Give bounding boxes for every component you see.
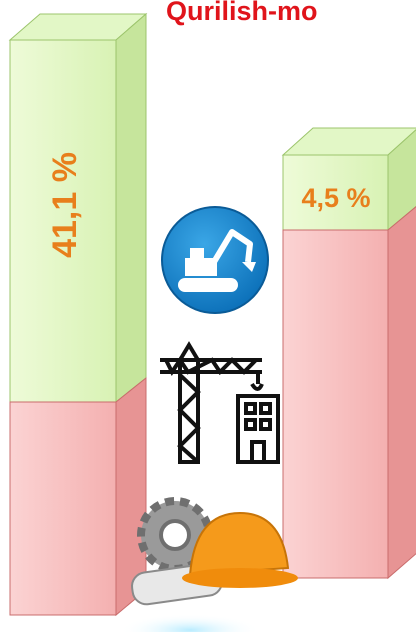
crane-icon (160, 341, 280, 464)
tools-icon (131, 497, 298, 606)
bar-left: 41,1 % (8, 12, 148, 617)
bar-label: 41,1 % (46, 152, 84, 258)
bar-right: 4,5 % (281, 127, 416, 580)
excavator-icon (161, 206, 269, 314)
title: Qurilish-mo (166, 0, 318, 26)
bar-label: 4,5 % (301, 183, 370, 213)
glow (120, 614, 260, 632)
